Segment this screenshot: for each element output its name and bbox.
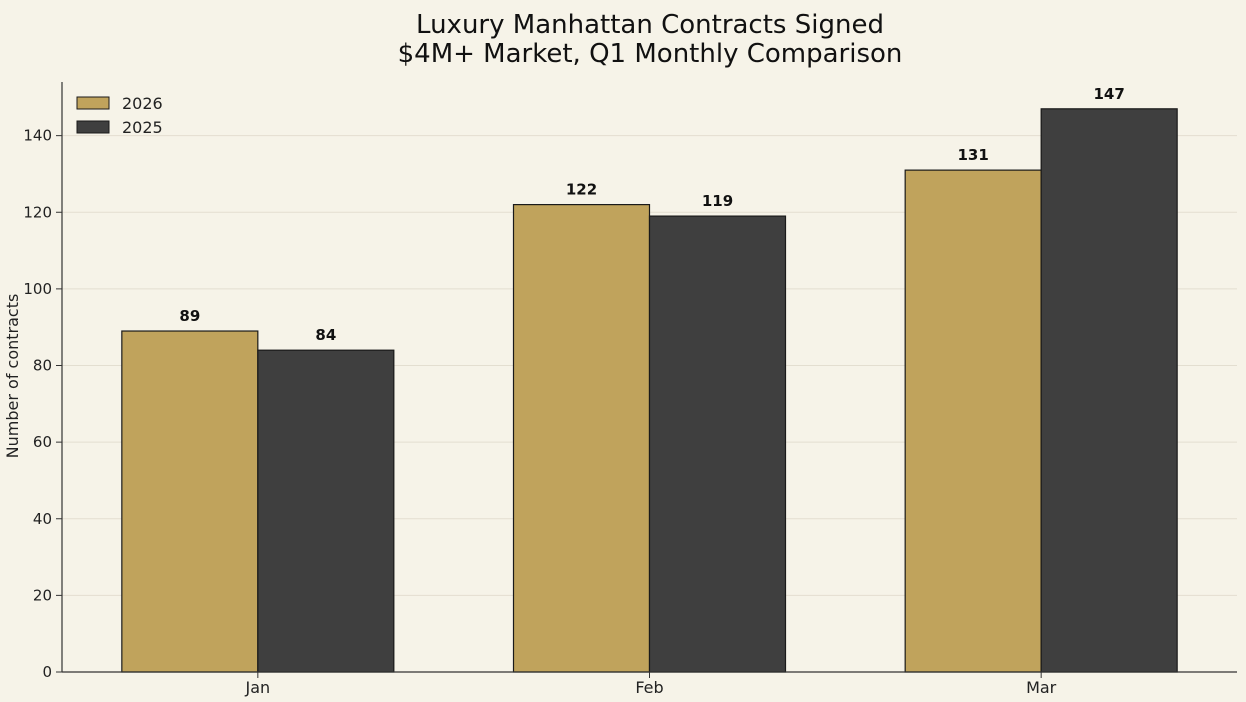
y-tick-label: 100	[23, 280, 52, 298]
legend: 2026 2025	[76, 94, 163, 137]
y-tick-label: 80	[33, 357, 52, 375]
bar-jan-2025	[257, 349, 395, 673]
chart-subtitle: $4M+ Market, Q1 Monthly Comparison	[398, 39, 903, 69]
axes: 0 20 40 60 80 100 120 140 Jan Feb Mar	[23, 82, 1237, 697]
bars: 89 84 122 119 131 147	[121, 85, 1178, 673]
data-label-mar-2025: 147	[1094, 85, 1125, 103]
y-tick-label: 120	[23, 203, 52, 221]
bar-mar-2025	[1040, 108, 1178, 673]
chart-title: Luxury Manhattan Contracts Signed	[416, 10, 884, 40]
bar-feb-2026	[512, 203, 651, 673]
data-label-jan-2026: 89	[179, 307, 200, 325]
data-label-jan-2025: 84	[315, 326, 336, 344]
x-tick-label: Jan	[244, 678, 270, 697]
y-axis-title: Number of contracts	[3, 294, 22, 459]
legend-swatch-2026	[76, 96, 110, 110]
y-tick-label: 40	[33, 510, 52, 528]
x-tick-label: Mar	[1026, 678, 1057, 697]
x-tick-label: Feb	[635, 678, 663, 697]
y-tick-label: 60	[33, 433, 52, 451]
data-label-feb-2025: 119	[702, 192, 733, 210]
y-tick-label: 0	[42, 663, 52, 681]
bar-jan-2026	[121, 330, 259, 673]
bar-mar-2026	[904, 169, 1042, 673]
data-label-mar-2026: 131	[958, 146, 989, 164]
legend-swatch-2025	[76, 120, 110, 134]
legend-label-2025: 2025	[122, 118, 163, 137]
legend-label-2026: 2026	[122, 94, 163, 113]
y-tick-label: 20	[33, 586, 52, 604]
data-label-feb-2026: 122	[566, 181, 597, 199]
y-tick-label: 140	[23, 127, 52, 145]
bar-feb-2025	[648, 215, 787, 673]
